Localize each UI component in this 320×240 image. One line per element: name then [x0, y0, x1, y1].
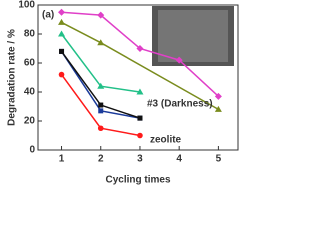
annotation: #3 (Darkness) [147, 99, 213, 110]
marker [136, 45, 144, 52]
y-axis-label: Degradation rate / % [7, 29, 18, 126]
marker [137, 115, 143, 121]
marker [58, 18, 66, 25]
marker [59, 48, 65, 54]
x-tick-label: 4 [176, 154, 182, 165]
x-tick-label: 2 [98, 154, 104, 165]
marker [97, 39, 105, 46]
x-tick-label: 3 [137, 154, 143, 165]
y-tick-label: 40 [24, 87, 36, 98]
marker [58, 8, 66, 16]
x-axis-label: Cycling times [105, 175, 170, 186]
marker [97, 125, 104, 132]
marker [97, 82, 105, 89]
y-tick-label: 80 [24, 29, 36, 40]
y-tick-label: 0 [29, 145, 35, 156]
x-tick-label: 5 [216, 154, 222, 165]
y-tick-label: 100 [18, 0, 35, 11]
y-tick-label: 20 [24, 116, 36, 127]
marker [98, 102, 104, 108]
marker [98, 108, 104, 114]
marker [214, 92, 222, 100]
marker [175, 56, 183, 64]
marker [58, 30, 66, 37]
panel-label: (a) [42, 10, 54, 21]
marker [58, 71, 65, 78]
plot-frame [37, 4, 239, 151]
annotation: zeolite [150, 135, 182, 146]
marker [137, 132, 143, 139]
marker [97, 11, 105, 19]
inset-texture [158, 10, 228, 62]
x-tick-label: 1 [59, 154, 65, 165]
y-tick-label: 60 [24, 58, 36, 69]
marker [136, 88, 144, 95]
marker [214, 105, 222, 112]
chart: 0 20 40 60 80 100 1 2 3 4 5 Cycling times Degradatio… [7, 0, 239, 186]
